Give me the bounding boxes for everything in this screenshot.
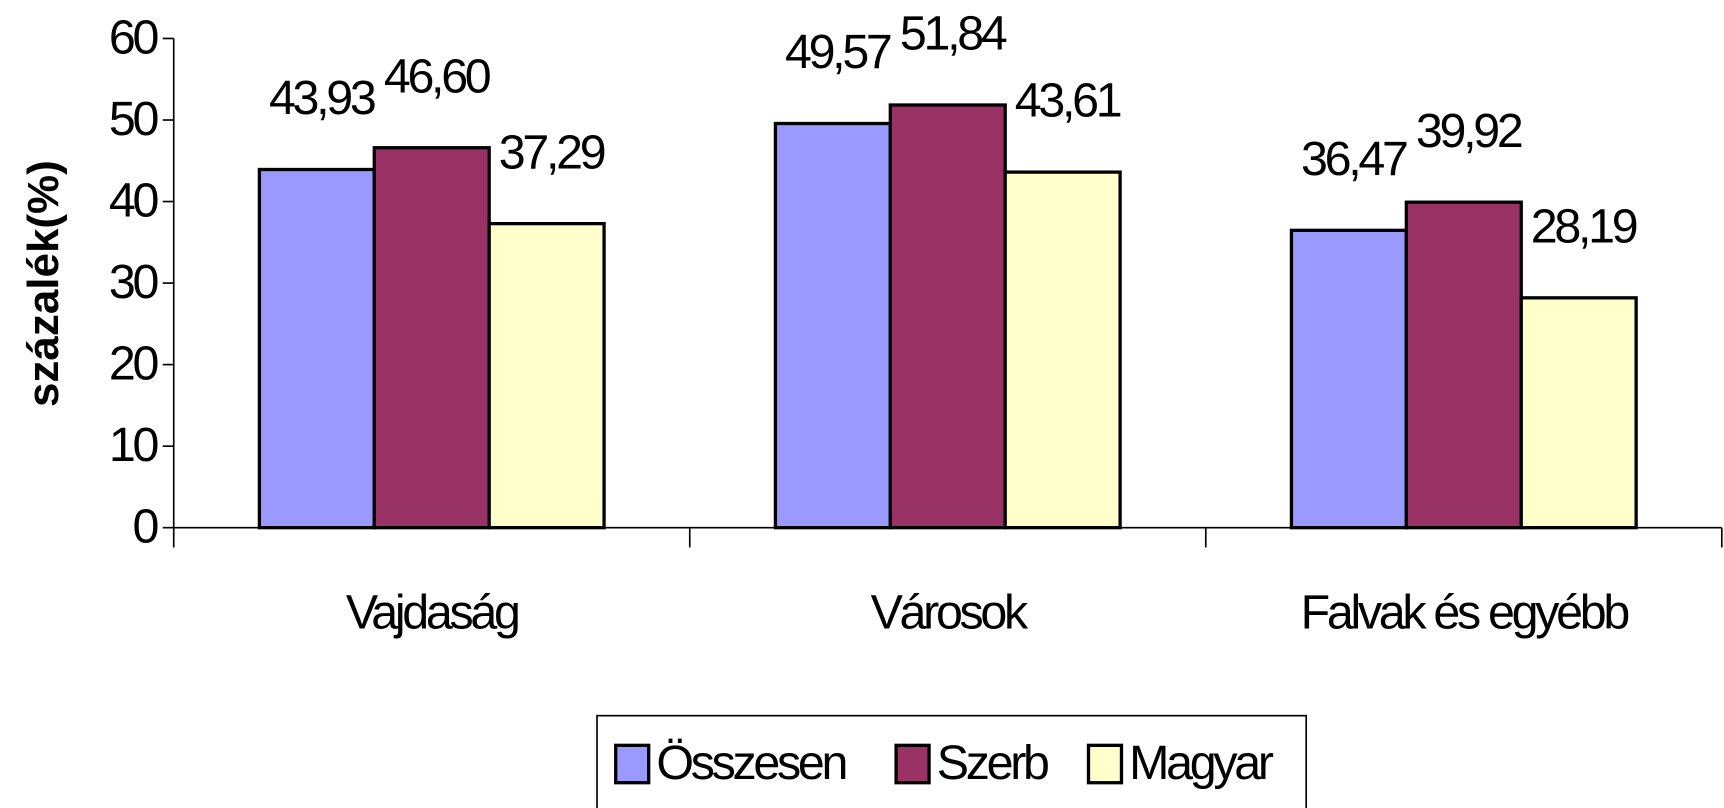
- x-tick-label: Vajdaság: [346, 585, 518, 639]
- data-label: 37,29: [499, 125, 605, 179]
- data-label: 46,60: [384, 49, 490, 103]
- legend-label: Szerb: [937, 736, 1048, 790]
- y-tick-label: 40: [109, 174, 158, 228]
- legend-swatch: [894, 743, 931, 785]
- data-label: 39,92: [1416, 104, 1522, 158]
- x-tick-label: Városok: [871, 585, 1029, 639]
- bar: [888, 103, 1007, 530]
- bar: [1404, 200, 1523, 530]
- y-axis-label: százalék(%): [19, 160, 68, 407]
- y-tick-label: 10: [109, 418, 158, 472]
- data-label: 43,61: [1015, 74, 1121, 128]
- y-tick-label: 20: [109, 337, 158, 391]
- legend-label: Magyar: [1129, 736, 1274, 790]
- y-tick-label: 0: [133, 500, 158, 554]
- bar: [372, 146, 491, 530]
- bar: [487, 221, 606, 530]
- bar: [1003, 170, 1122, 530]
- legend-label: Összesen: [656, 736, 845, 790]
- y-tick-label: 60: [109, 10, 158, 64]
- data-label: 43,93: [269, 71, 375, 125]
- legend-box: [596, 714, 1308, 808]
- legend-swatch: [1086, 743, 1124, 785]
- legend-swatch: [614, 743, 651, 785]
- bar: [1289, 228, 1408, 530]
- data-label: 28,19: [1531, 199, 1637, 253]
- y-tick-label: 30: [109, 255, 158, 309]
- data-label: 49,57: [785, 25, 891, 79]
- data-label: 51,84: [900, 7, 1007, 61]
- y-tick-label: 50: [109, 92, 158, 146]
- bar: [257, 167, 376, 530]
- bar: [773, 121, 892, 530]
- bar: [1519, 296, 1638, 530]
- data-label: 36,47: [1301, 132, 1407, 186]
- x-tick-label: Falvak és egyébb: [1301, 585, 1629, 639]
